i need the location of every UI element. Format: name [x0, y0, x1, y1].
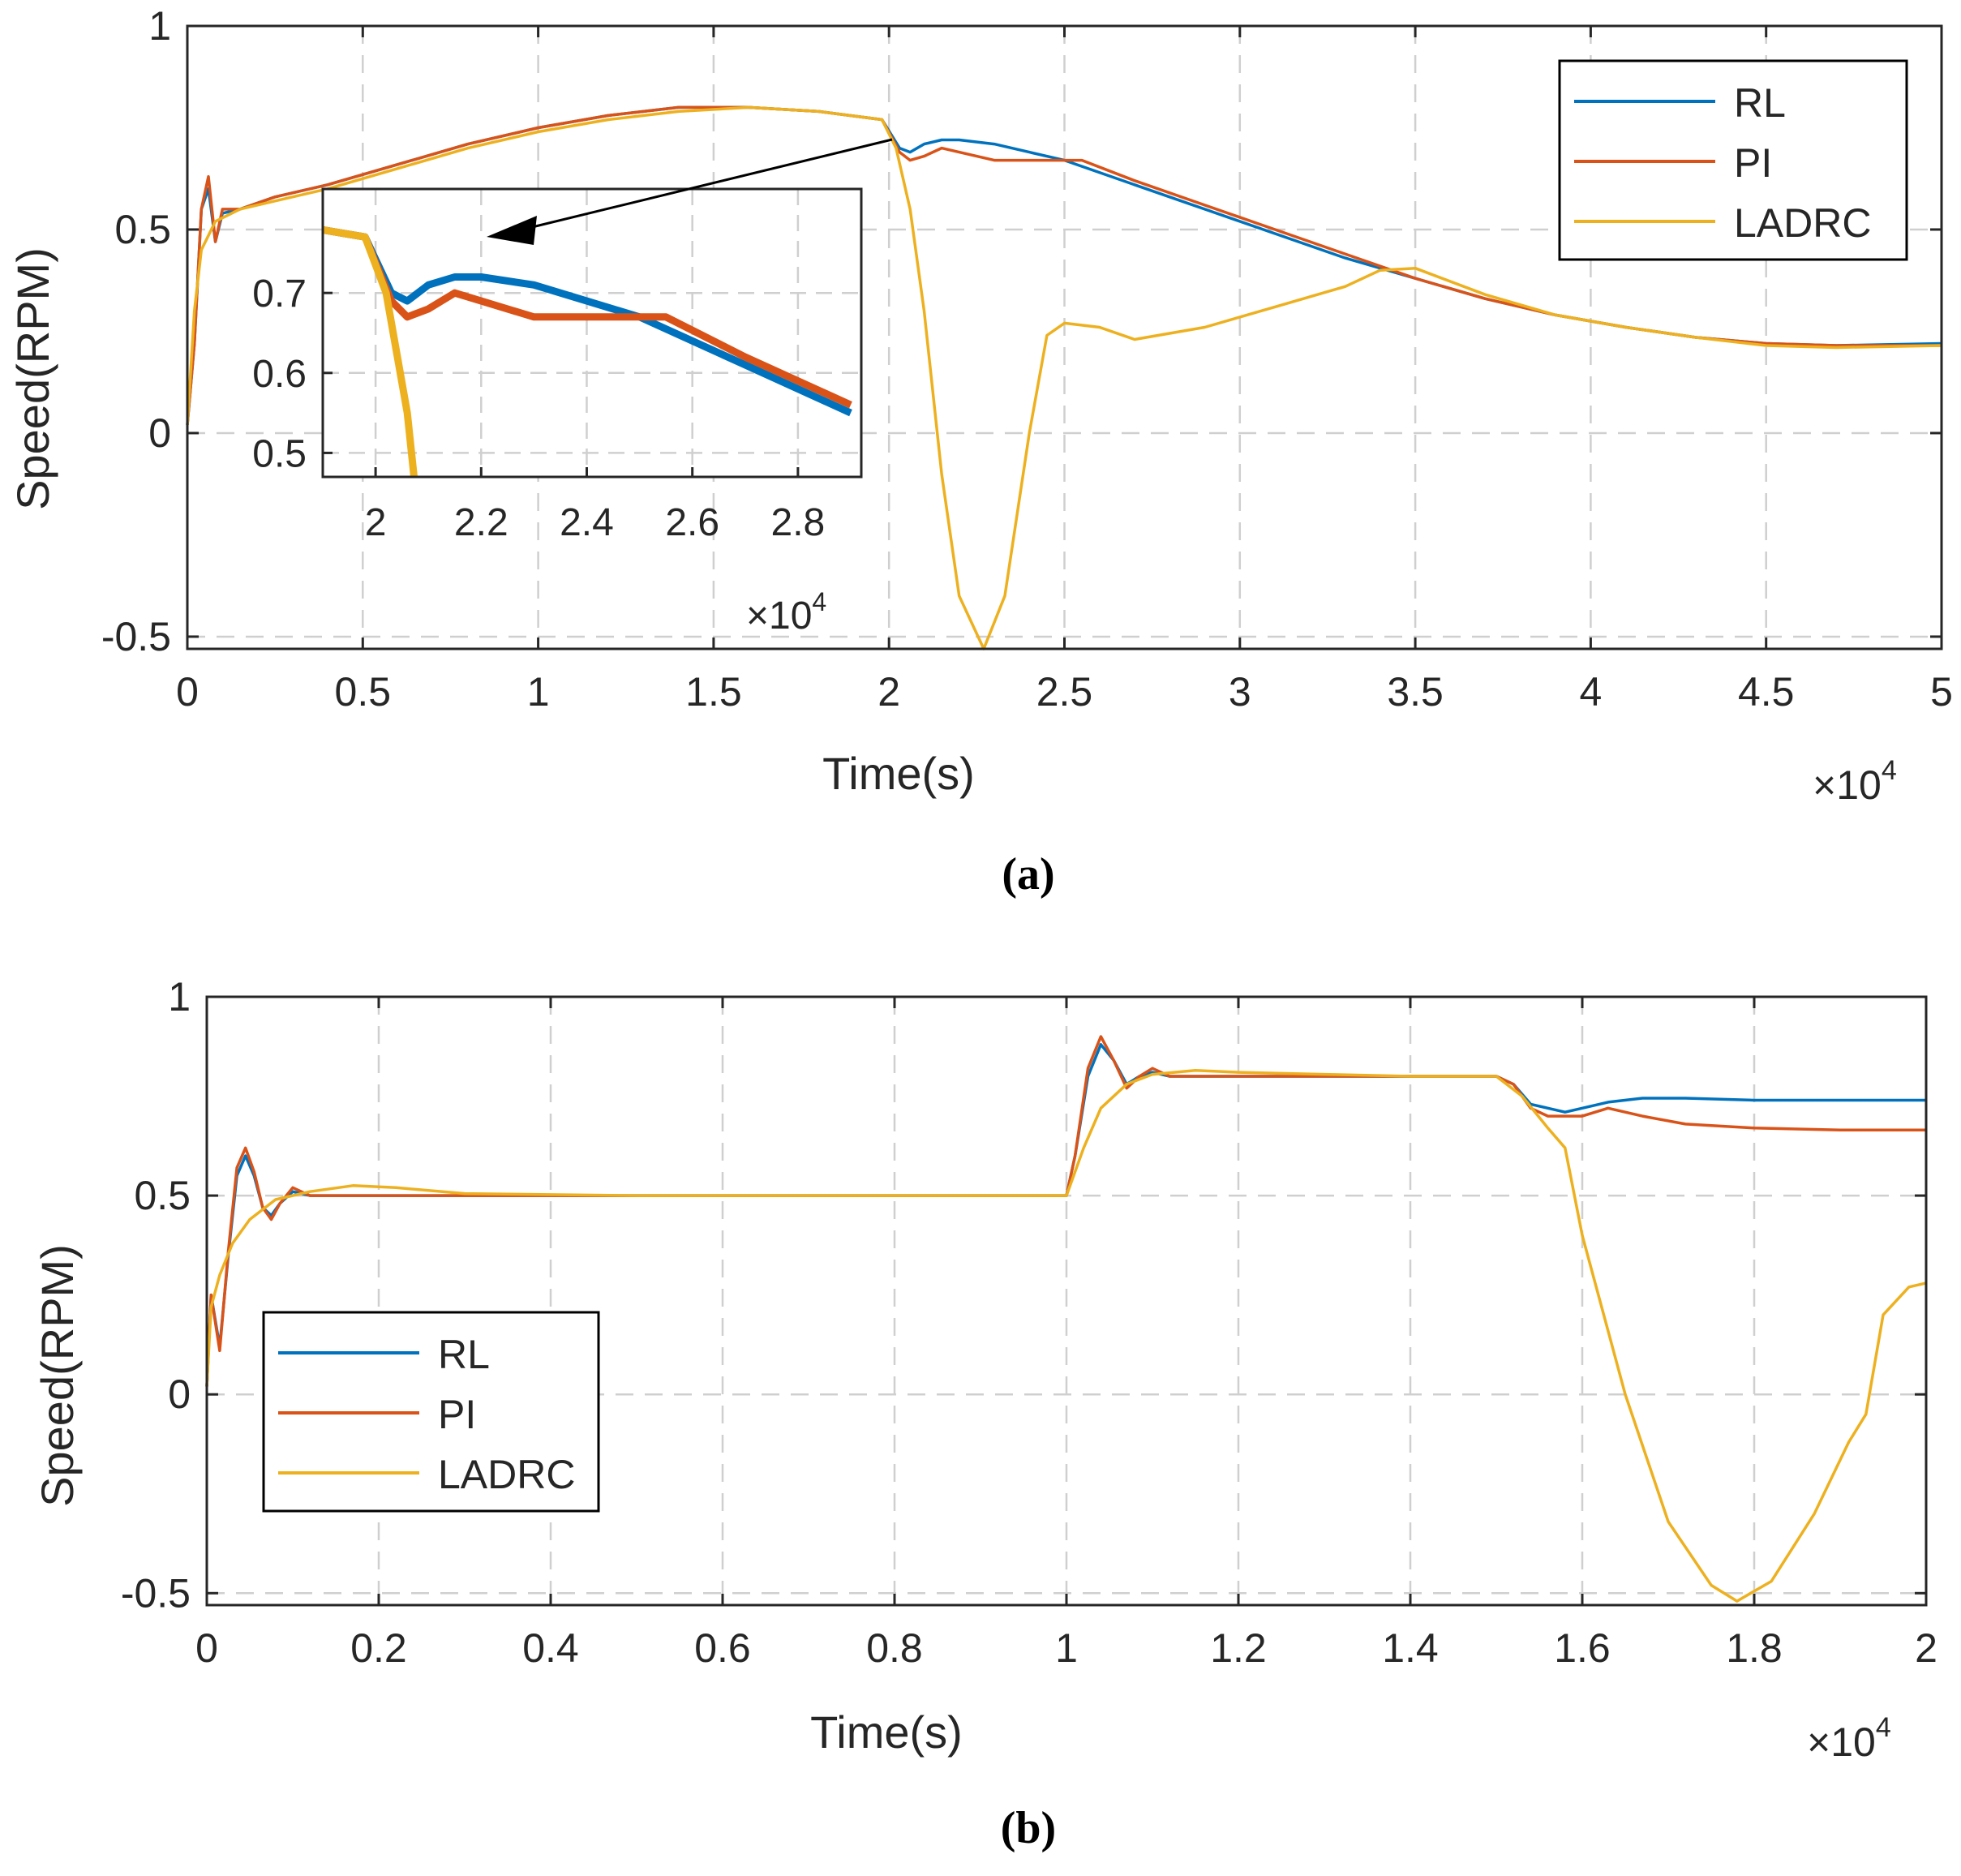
- inset-x-exponent: ×104: [746, 587, 826, 637]
- x-tick-label: 0.6: [694, 1625, 751, 1671]
- x-tick-label: 0.4: [522, 1625, 579, 1671]
- inset-axis-ticks: 2 2.2 2.4 2.6 2.8 0.5 0.6 0.7: [252, 273, 825, 544]
- x-tick-label: 4: [1579, 669, 1602, 715]
- grid-lines-b: [205, 995, 1928, 1605]
- series-lines-b: [205, 1035, 1927, 1603]
- inset-x-tick-label: 2.6: [665, 501, 719, 544]
- y-tick-label: 1: [168, 974, 191, 1020]
- y-tick-label: 0.5: [134, 1173, 191, 1218]
- legend-b: RL PI LADRC: [262, 1311, 600, 1513]
- y-tick-label: 0.5: [114, 207, 171, 252]
- x-tick-label: 1: [527, 669, 550, 715]
- x-tick-label: 1.2: [1210, 1625, 1267, 1671]
- inset-frame: [321, 187, 863, 479]
- inset-y-tick-label: 0.6: [252, 353, 307, 396]
- x-tick-label: 0.8: [866, 1625, 923, 1671]
- legend-label-ladrc: LADRC: [438, 1452, 575, 1497]
- inset-series-lines: [323, 225, 852, 477]
- x-tick-label: 0.2: [350, 1625, 407, 1671]
- x-exponent-a: ×104: [1813, 755, 1897, 808]
- inset-x-tick-label: 2: [365, 501, 387, 544]
- inset-x-exponent-base: ×10: [746, 595, 812, 637]
- y-axis-label-a: Speed(RPM): [7, 247, 58, 510]
- inset-series-line-ladrc: [323, 225, 418, 477]
- y-tick-label: 0: [168, 1372, 191, 1417]
- series-line-ladrc: [186, 105, 1942, 650]
- x-exponent-power-b: 4: [1876, 1712, 1891, 1743]
- legend-label-pi: PI: [438, 1392, 476, 1437]
- x-tick-label: 2: [1915, 1625, 1937, 1671]
- x-exponent-power-a: 4: [1882, 755, 1897, 786]
- x-tick-label: 1.8: [1726, 1625, 1783, 1671]
- x-exponent-base-a: ×10: [1813, 762, 1882, 808]
- inset-y-tick-label: 0.7: [252, 273, 307, 316]
- y-axis-label-b: Speed(RPM): [32, 1244, 83, 1507]
- x-exponent-base-b: ×10: [1807, 1719, 1876, 1765]
- x-tick-label: 1.5: [685, 669, 742, 715]
- x-tick-label: 4.5: [1738, 669, 1795, 715]
- legend-label-rl: RL: [438, 1332, 490, 1377]
- axis-ticks-b: 0 0.2 0.4 0.6 0.8 1 1.2 1.4 1.6 1.8 2-0.500.51: [121, 974, 1937, 1671]
- inset-y-tick-label: 0.5: [252, 432, 307, 475]
- x-exponent-b: ×104: [1807, 1712, 1891, 1765]
- caption-a: (a): [1002, 849, 1054, 899]
- series-line-pi: [205, 1035, 1926, 1387]
- x-tick-label: 2: [878, 669, 900, 715]
- axis-ticks-a: 0 0.5 1 1.5 2 2.5 3 3.5 4 4.5 5-0.500.51: [101, 3, 1953, 715]
- zoom-arrow: [487, 138, 893, 245]
- x-tick-label: 1.6: [1554, 1625, 1611, 1671]
- legend-a: RL PI LADRC: [1558, 59, 1908, 261]
- x-tick-label: 5: [1930, 669, 1953, 715]
- x-axis-label-b: Time(s): [810, 1706, 963, 1758]
- chart-panel-b: 0 0.2 0.4 0.6 0.8 1 1.2 1.4 1.6 1.8 2-0.500.51 Tim…: [32, 974, 1937, 1853]
- x-tick-label: 1: [1055, 1625, 1078, 1671]
- x-tick-label: 1.4: [1382, 1625, 1439, 1671]
- y-tick-label: -0.5: [121, 1570, 191, 1616]
- inset-x-tick-label: 2.2: [454, 501, 508, 544]
- inset-x-tick-label: 2.4: [560, 501, 614, 544]
- chart-panel-a: 0 0.5 1 1.5 2 2.5 3 3.5 4 4.5 5-0.500.51 Time(s) S…: [7, 3, 1953, 899]
- caption-b: (b): [1001, 1803, 1056, 1853]
- x-tick-label: 2.5: [1036, 669, 1093, 715]
- legend-label-ladrc: LADRC: [1734, 200, 1871, 246]
- inset-background: [323, 189, 861, 477]
- y-tick-label: -0.5: [101, 614, 171, 659]
- y-tick-label: 0: [148, 410, 171, 456]
- legend-label-rl: RL: [1734, 80, 1786, 126]
- inset-x-exponent-power: 4: [812, 587, 826, 616]
- x-tick-label: 0.5: [335, 669, 392, 715]
- x-tick-label: 3.5: [1387, 669, 1444, 715]
- x-tick-label: 3: [1229, 669, 1251, 715]
- inset-x-tick-label: 2.8: [771, 501, 826, 544]
- x-tick-label: 0: [195, 1625, 218, 1671]
- inset-chart-a: 2 2.2 2.4 2.6 2.8 0.5 0.6 0.7 ×104: [252, 187, 863, 637]
- series-lines-a: [186, 105, 1942, 650]
- legend-label-pi: PI: [1734, 140, 1772, 186]
- y-tick-label: 1: [148, 3, 171, 49]
- x-tick-label: 0: [176, 669, 199, 715]
- inset-series-line-pi: [323, 225, 852, 409]
- x-axis-label-a: Time(s): [822, 748, 975, 799]
- series-line-ladrc: [205, 1068, 1927, 1603]
